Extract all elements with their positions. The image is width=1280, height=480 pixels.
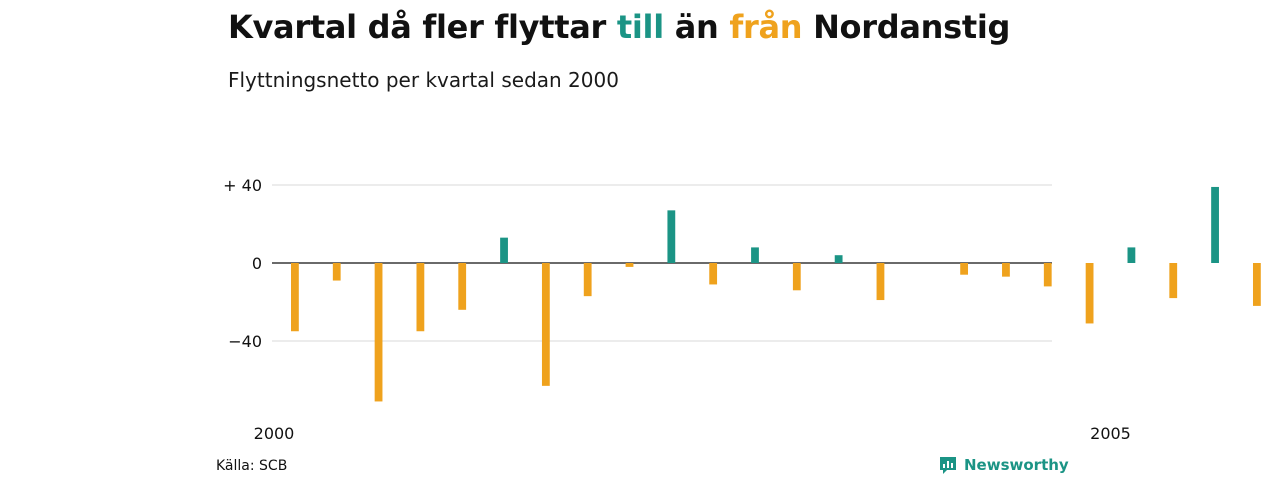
y-tick-label: −40 bbox=[228, 332, 262, 351]
newsworthy-logo: Newsworthy bbox=[938, 455, 1069, 475]
bar bbox=[876, 263, 885, 301]
bar bbox=[1127, 247, 1136, 263]
bar bbox=[1043, 263, 1052, 287]
bar bbox=[1252, 263, 1261, 306]
bar bbox=[1211, 186, 1219, 263]
bar bbox=[834, 255, 843, 263]
chart-subtitle: Flyttningsnetto per kvartal sedan 2000 bbox=[228, 68, 619, 92]
title-highlight-till: till bbox=[616, 8, 664, 46]
bar bbox=[291, 263, 299, 332]
bar bbox=[583, 263, 592, 297]
bar bbox=[458, 263, 467, 310]
bar bbox=[751, 247, 759, 263]
bar bbox=[1002, 263, 1010, 277]
bar bbox=[667, 210, 676, 263]
bar bbox=[1169, 263, 1178, 299]
title-highlight-fran: från bbox=[729, 8, 803, 46]
source-note: Källa: SCB bbox=[216, 458, 288, 474]
bar bbox=[960, 263, 969, 275]
y-tick-label: 0 bbox=[252, 254, 262, 273]
brand-name: Newsworthy bbox=[964, 456, 1069, 474]
bar bbox=[416, 263, 425, 332]
bar bbox=[709, 263, 718, 285]
title-part-1: Kvartal då fler flyttar bbox=[228, 8, 617, 46]
x-tick-label: 2000 bbox=[254, 424, 295, 443]
x-tick-label: 2005 bbox=[1090, 424, 1131, 443]
title-part-2: än bbox=[663, 8, 730, 46]
newsworthy-logo-icon bbox=[940, 457, 956, 474]
bar bbox=[792, 263, 801, 291]
bar bbox=[500, 237, 508, 263]
bar bbox=[625, 263, 634, 267]
y-tick-label: + 40 bbox=[223, 176, 262, 195]
chart-title: Kvartal då fler flyttar till än från Nor… bbox=[228, 8, 1010, 46]
bar bbox=[374, 263, 383, 402]
bar bbox=[1085, 263, 1094, 324]
bar bbox=[541, 263, 550, 386]
bar bbox=[332, 263, 341, 281]
title-part-3: Nordanstig bbox=[802, 8, 1011, 46]
